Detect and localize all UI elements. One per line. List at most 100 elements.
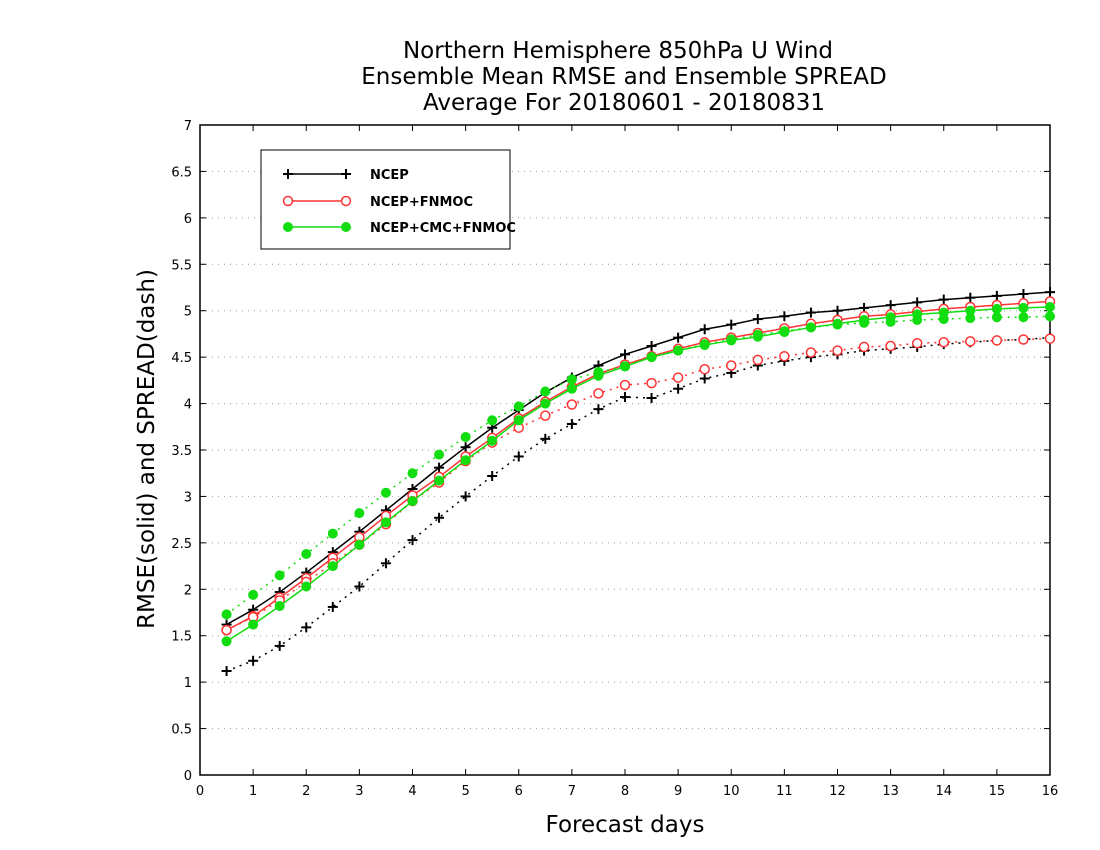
x-tick-label: 3 [355, 784, 363, 799]
point-rmse-ncep [832, 305, 843, 316]
x-tick-label: 15 [989, 784, 1006, 799]
point-spread-ncep [274, 640, 285, 651]
y-tick-label: 0 [184, 769, 192, 784]
series-line-rmse-ncep [226, 291, 1051, 626]
point-spread-ncep [620, 392, 630, 403]
point-rmse-ncep-cmc-fnmoc [407, 496, 418, 507]
point-spread-ncep [593, 404, 604, 415]
point-spread-ncep-cmc-fnmoc [832, 319, 843, 330]
series-line-spread-ncep-fnmoc [226, 337, 1051, 631]
point-spread-ncep-cmc-fnmoc [460, 432, 471, 442]
point-spread-ncep-fnmoc [858, 341, 870, 353]
legend-marker-ncep-cmc-fnmoc [283, 222, 293, 232]
x-tick-label: 2 [302, 784, 310, 799]
point-rmse-ncep-cmc-fnmoc [460, 455, 471, 466]
point-spread-ncep-cmc-fnmoc [938, 314, 949, 325]
point-spread-ncep-fnmoc [1018, 334, 1029, 345]
point-rmse-ncep-cmc-fnmoc [1045, 302, 1055, 312]
point-spread-ncep-fnmoc [646, 377, 657, 389]
y-tick-label: 5 [184, 305, 192, 320]
legend-box [260, 149, 511, 250]
y-tick-label: 6.5 [171, 165, 192, 180]
point-rmse-ncep [912, 297, 923, 308]
point-spread-ncep-cmc-fnmoc [221, 609, 232, 620]
point-spread-ncep-fnmoc [938, 337, 949, 348]
point-rmse-ncep [699, 324, 710, 335]
x-tick-label: 9 [674, 784, 682, 799]
point-rmse-ncep-cmc-fnmoc [991, 303, 1002, 314]
point-spread-ncep-cmc-fnmoc [726, 334, 737, 345]
legend-marker-ncep-cmc-fnmoc [341, 222, 351, 232]
point-spread-ncep-cmc-fnmoc [566, 374, 577, 385]
point-spread-ncep-cmc-fnmoc [805, 322, 816, 333]
chart-title-line-2: Ensemble Mean RMSE and Ensemble SPREAD [361, 64, 886, 90]
point-spread-ncep-cmc-fnmoc [673, 345, 684, 356]
point-spread-ncep [301, 622, 312, 633]
point-rmse-ncep-cmc-fnmoc [380, 517, 391, 528]
point-spread-ncep-cmc-fnmoc [752, 329, 763, 340]
point-spread-ncep-fnmoc [566, 399, 578, 410]
point-spread-ncep-cmc-fnmoc [646, 352, 657, 363]
point-spread-ncep-fnmoc [991, 335, 1003, 346]
point-spread-ncep-cmc-fnmoc [274, 570, 285, 581]
legend-marker-ncep [283, 169, 293, 179]
y-tick-label: 2.5 [171, 537, 192, 552]
point-rmse-ncep-cmc-fnmoc [1018, 302, 1029, 313]
point-spread-ncep-cmc-fnmoc [912, 315, 923, 325]
plot-area: 0 1 2 3 4 5 6 7 8 9 10 11 12 13 14 15 1600.511.522.533.5… [171, 119, 1058, 799]
x-tick-label: 14 [935, 784, 952, 799]
x-tick-label: 1 [249, 784, 257, 799]
legend-label-ncep-cmc-fnmoc: NCEP+CMC+FNMOC [370, 221, 516, 236]
point-spread-ncep-fnmoc [832, 345, 843, 356]
y-tick-label: 0.5 [171, 723, 192, 738]
point-spread-ncep-fnmoc [619, 379, 631, 391]
point-rmse-ncep-cmc-fnmoc [540, 398, 551, 409]
point-rmse-ncep [965, 292, 976, 303]
point-rmse-ncep-cmc-fnmoc [248, 619, 259, 630]
point-rmse-ncep-cmc-fnmoc [487, 435, 498, 446]
point-spread-ncep-cmc-fnmoc [859, 317, 870, 328]
y-tick-label: 1.5 [171, 630, 192, 645]
point-rmse-ncep [434, 462, 445, 473]
point-rmse-ncep-cmc-fnmoc [513, 415, 524, 426]
point-spread-ncep [380, 558, 391, 569]
legend-item-ncep-fnmoc: NCEP+FNMOC [282, 195, 473, 210]
point-spread-ncep-cmc-fnmoc [540, 386, 551, 397]
y-tick-label: 1 [184, 676, 192, 691]
x-tick-label: 5 [461, 784, 469, 799]
point-spread-ncep-fnmoc [779, 350, 790, 362]
x-tick-label: 0 [196, 784, 204, 799]
point-spread-ncep-cmc-fnmoc [965, 313, 976, 324]
point-rmse-ncep-cmc-fnmoc [434, 475, 445, 486]
point-rmse-ncep [460, 442, 471, 453]
x-tick-label: 6 [515, 784, 523, 799]
point-spread-ncep [673, 383, 684, 394]
point-spread-ncep [221, 666, 232, 676]
point-spread-ncep-cmc-fnmoc [380, 487, 391, 498]
point-spread-ncep-fnmoc [672, 372, 684, 383]
y-tick-label: 3.5 [171, 444, 192, 459]
point-spread-ncep-cmc-fnmoc [699, 339, 710, 350]
chart-title-line-1: Northern Hemisphere 850hPa U Wind [403, 38, 833, 64]
point-spread-ncep-cmc-fnmoc [991, 312, 1002, 323]
point-spread-ncep-cmc-fnmoc [327, 528, 338, 539]
point-spread-ncep-fnmoc [221, 624, 232, 636]
point-spread-ncep-cmc-fnmoc [1018, 312, 1029, 323]
x-tick-label: 13 [882, 784, 899, 799]
x-tick-label: 11 [776, 784, 793, 799]
point-spread-ncep-fnmoc [1044, 333, 1056, 344]
series-line-spread-ncep [226, 336, 1051, 672]
legend-item-ncep-cmc-fnmoc: NCEP+CMC+FNMOC [283, 221, 516, 236]
point-spread-ncep-cmc-fnmoc [885, 316, 896, 327]
legend-label-ncep-fnmoc: NCEP+FNMOC [370, 195, 473, 210]
x-tick-label: 12 [829, 784, 846, 799]
y-tick-label: 4.5 [171, 351, 192, 366]
point-rmse-ncep [620, 349, 630, 360]
point-spread-ncep-fnmoc [911, 337, 923, 349]
legend-marker-ncep [341, 169, 351, 179]
point-spread-ncep-fnmoc [805, 347, 817, 358]
legend-label-ncep: NCEP [370, 168, 409, 183]
point-spread-ncep [646, 393, 657, 403]
point-rmse-ncep-cmc-fnmoc [354, 539, 365, 550]
y-tick-label: 7 [184, 119, 192, 134]
